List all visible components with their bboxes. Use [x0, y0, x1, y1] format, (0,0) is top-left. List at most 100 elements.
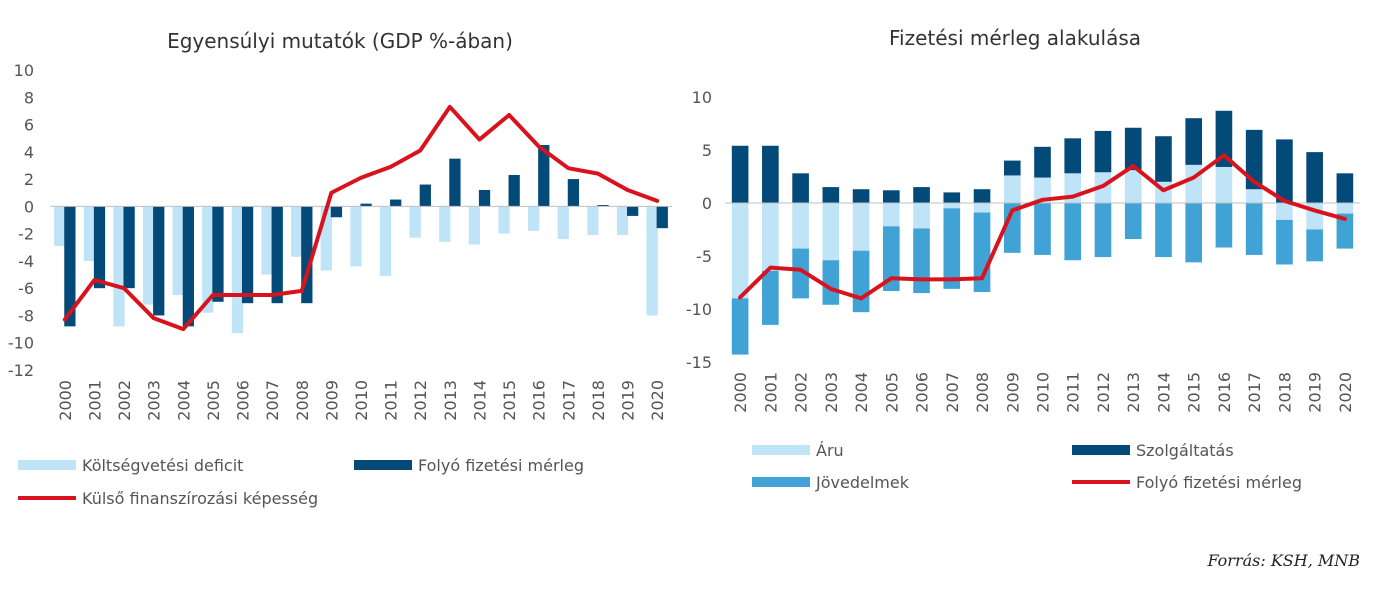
bar-jovedelmek-2020	[1336, 213, 1354, 249]
bar-aru-2000	[731, 203, 749, 299]
x-tick-label: 2004	[174, 380, 193, 421]
bar-aru-2003	[822, 203, 840, 261]
bar-current-account-2010	[360, 203, 372, 207]
bar-deficit-2014	[468, 206, 481, 245]
y-tick-label: 10	[692, 88, 712, 107]
bar-jovedelmek-2013	[1124, 203, 1142, 240]
legend-label: Áru	[816, 441, 844, 460]
bar-aru-2010	[1034, 177, 1051, 203]
x-tick-label: 2018	[589, 380, 608, 421]
legend-swatch	[354, 460, 412, 470]
legend-swatch	[1072, 445, 1130, 455]
bar-aru-2009	[1003, 175, 1021, 203]
bar-jovedelmek-2010	[1034, 203, 1051, 255]
bar-szolgaltatas-2002	[792, 173, 809, 203]
y-tick-label: -12	[8, 361, 34, 380]
bar-jovedelmek-2018	[1276, 219, 1293, 265]
legend-label: Folyó fizetési mérleg	[418, 456, 584, 475]
bar-jovedelmek-2005	[882, 226, 900, 291]
bar-aru-2005	[882, 203, 900, 227]
y-tick-label: -8	[18, 306, 34, 325]
y-tick-label: 2	[24, 170, 34, 189]
y-tick-label: 6	[24, 116, 34, 135]
bar-deficit-2020	[646, 206, 658, 316]
x-tick-label: 2006	[234, 380, 253, 421]
x-tick-label: 2011	[1064, 372, 1083, 413]
bar-aru-2017	[1245, 189, 1263, 203]
bar-current-account-2016	[538, 145, 550, 207]
x-tick-label: 2012	[411, 380, 430, 421]
x-tick-label: 2007	[263, 380, 282, 421]
chart-title: Fizetési mérleg alakulása	[889, 26, 1141, 50]
bar-szolgaltatas-2010	[1034, 146, 1051, 178]
bar-szolgaltatas-2016	[1215, 110, 1233, 167]
bar-szolgaltatas-2000	[731, 145, 749, 203]
bar-jovedelmek-2001	[762, 270, 779, 325]
x-tick-label: 2014	[1154, 372, 1173, 413]
bar-deficit-2002	[113, 206, 125, 327]
y-tick-label: -10	[8, 334, 34, 353]
bar-deficit-2005	[202, 206, 214, 313]
bar-deficit-2013	[439, 206, 451, 242]
bar-szolgaltatas-2018	[1276, 139, 1293, 203]
bar-jovedelmek-2017	[1245, 203, 1263, 255]
bar-jovedelmek-2002	[792, 248, 809, 299]
bar-deficit-2011	[379, 206, 392, 276]
bar-deficit-2017	[557, 206, 569, 240]
bar-aru-2016	[1215, 166, 1233, 203]
x-tick-label: 2005	[204, 380, 223, 421]
x-tick-label: 2005	[882, 372, 901, 413]
y-tick-label: 0	[24, 197, 34, 216]
bar-aru-2013	[1124, 170, 1142, 203]
y-tick-label: 0	[702, 194, 712, 213]
bar-aru-2007	[943, 203, 961, 209]
x-tick-label: 2007	[943, 372, 962, 413]
bar-current-account-2015	[508, 175, 520, 207]
bar-jovedelmek-2012	[1094, 203, 1112, 258]
bar-szolgaltatas-2015	[1185, 118, 1203, 165]
bar-aru-2018	[1276, 203, 1293, 220]
y-tick-label: -10	[686, 300, 712, 319]
y-tick-label: -6	[18, 279, 34, 298]
bar-jovedelmek-2015	[1185, 203, 1203, 263]
bar-szolgaltatas-2009	[1003, 160, 1021, 176]
chart-title: Egyensúlyi mutatók (GDP %-ában)	[167, 29, 513, 53]
bar-current-account-2007	[271, 206, 283, 304]
y-tick-label: 10	[14, 61, 34, 80]
bar-jovedelmek-2019	[1306, 229, 1323, 262]
bar-current-account-2004	[182, 206, 194, 327]
bar-aru-2020	[1336, 203, 1354, 214]
x-tick-label: 2010	[352, 380, 371, 421]
bar-deficit-2007	[261, 206, 273, 275]
chart-right: Fizetési mérleg alakulása 10 5 0 -5 -10 -15 200…	[686, 26, 1360, 492]
bar-deficit-2009	[320, 206, 332, 271]
bar-current-account-2009	[330, 206, 343, 218]
bar-deficit-2003	[142, 206, 155, 305]
bar-current-account-2003	[153, 206, 165, 316]
bar-current-account-2018	[597, 205, 609, 207]
x-tick-label: 2009	[1003, 372, 1022, 413]
bar-aru-2004	[852, 203, 870, 251]
x-tick-label: 2017	[559, 380, 578, 421]
bar-szolgaltatas-2012	[1094, 130, 1112, 173]
bar-deficit-2000	[54, 206, 66, 246]
bar-aru-2001	[762, 203, 779, 271]
x-tick-label: 2003	[822, 372, 841, 413]
bar-jovedelmek-2011	[1064, 203, 1082, 261]
bar-deficit-2006	[231, 206, 244, 334]
legend-label: Jövedelmek	[815, 473, 910, 492]
bar-jovedelmek-2000	[731, 298, 749, 355]
bar-szolgaltatas-2020	[1336, 173, 1354, 203]
bar-jovedelmek-2014	[1155, 203, 1172, 258]
bar-szolgaltatas-2006	[913, 187, 930, 203]
legend-swatch	[752, 477, 810, 487]
bar-aru-2006	[913, 203, 930, 229]
bar-current-account-2012	[419, 184, 431, 207]
x-tick-label: 2014	[470, 380, 489, 421]
bar-szolgaltatas-2005	[882, 190, 900, 203]
bar-szolgaltatas-2011	[1064, 138, 1082, 174]
x-tick-label: 2001	[85, 380, 104, 421]
bar-szolgaltatas-2019	[1306, 152, 1323, 203]
y-tick-label: -4	[18, 252, 34, 271]
bar-current-account-2001	[93, 206, 106, 289]
